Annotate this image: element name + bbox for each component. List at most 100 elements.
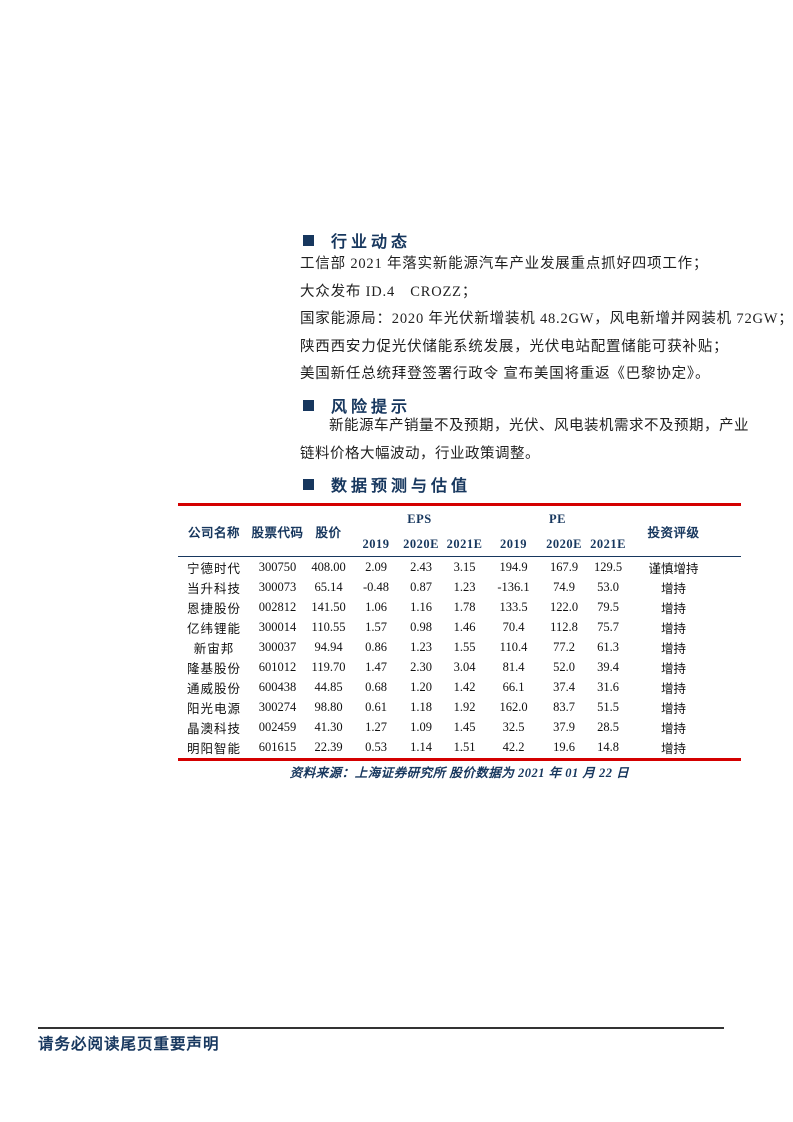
table-cell: 44.85	[314, 680, 343, 695]
table-cell: 1.92	[453, 700, 476, 715]
table-row: 宁德时代 300750 408.00 2.09 2.43 3.15 194.9 167.9 12…	[178, 557, 741, 578]
table-cell: 32.5	[502, 720, 525, 735]
table-cell: 194.9	[499, 559, 528, 574]
table-cell: 0.87	[410, 579, 432, 594]
column-header-company: 公司名称	[178, 504, 250, 557]
table-cell: 2.43	[410, 559, 432, 574]
table-cell: 600438	[258, 680, 297, 695]
table-cell: 14.8	[597, 740, 619, 755]
table-cell: -136.1	[497, 579, 530, 594]
table-cell: 1.55	[453, 639, 476, 654]
table-cell: 19.6	[553, 740, 575, 755]
table-cell: 22.39	[314, 740, 343, 755]
table-cell: 晶澳科技	[186, 722, 241, 737]
industry-news-list: 工信部 2021 年落实新能源汽车产业发展重点抓好四项工作； 大众发布 ID.4 …	[300, 251, 793, 389]
table-cell: 79.5	[597, 599, 619, 614]
column-header-rating: 投资评级	[628, 504, 742, 557]
table-cell: 增持	[661, 682, 687, 697]
table-cell: 1.14	[410, 740, 432, 755]
table-cell: 300750	[258, 559, 297, 574]
column-header-pe-2021e: 2021E	[588, 532, 629, 557]
table-cell: 恩捷股份	[186, 601, 241, 616]
table-cell: 601615	[258, 740, 297, 755]
industry-news-line: 国家能源局：2020 年光伏新增装机 48.2GW，风电新增并网装机 72GW；	[300, 311, 793, 328]
table-cell: 1.78	[453, 599, 476, 614]
table-cell: 70.4	[502, 619, 525, 634]
table-cell: 1.46	[453, 619, 476, 634]
table-cell: 0.98	[410, 619, 432, 634]
table-row: 亿纬锂能 300014 110.55 1.57 0.98 1.46 70.4 112.8 75.…	[178, 617, 741, 637]
table-cell: 002812	[258, 599, 297, 614]
section-bullet-icon	[303, 234, 314, 246]
table-cell: 75.7	[597, 619, 619, 634]
table-cell: 1.09	[410, 720, 432, 735]
table-cell: 53.0	[597, 579, 619, 594]
table-cell: 601012	[258, 660, 297, 675]
column-header-price: 股价	[305, 504, 352, 557]
section-header-risk: 风险提示	[303, 393, 411, 417]
source-note: 资料来源：上海证券研究所 股价数据为 2021 年 01 月 22 日	[289, 766, 630, 780]
table-cell: 119.70	[311, 660, 346, 675]
table-row: 明阳智能 601615 22.39 0.53 1.14 1.51 42.2 19.6 14.8 增…	[178, 738, 741, 760]
table-cell: 42.2	[502, 740, 525, 755]
table-row: 新宙邦 300037 94.94 0.86 1.23 1.55 110.4 77.2 61.3 增…	[178, 637, 741, 657]
table-cell: 1.47	[365, 660, 387, 675]
footer-disclaimer: 请务必阅读尾页重要声明	[38, 1036, 220, 1053]
table-cell: 110.55	[311, 619, 346, 634]
table-cell: 002459	[258, 720, 297, 735]
section-title-risk: 风险提示	[331, 399, 412, 416]
table-cell: 1.20	[410, 680, 432, 695]
section-bullet-icon	[303, 478, 314, 490]
table-cell: 52.0	[553, 660, 575, 675]
table-cell: 167.9	[549, 559, 579, 574]
table-cell: 0.53	[365, 740, 387, 755]
table-cell: 300073	[258, 579, 297, 594]
table-cell: 1.06	[365, 599, 387, 614]
table-cell: 隆基股份	[186, 662, 241, 677]
table-cell: 162.0	[499, 700, 528, 715]
table-cell: 0.86	[365, 639, 387, 654]
column-header-pe-2019: 2019	[487, 532, 541, 557]
table-cell: -0.48	[362, 579, 390, 594]
column-group-pe: PE	[549, 511, 567, 526]
column-header-eps-2020e: 2020E	[400, 532, 442, 557]
industry-news-line: 大众发布 ID.4 CROZZ；	[300, 283, 478, 300]
table-cell: 增持	[661, 662, 687, 677]
table-row: 当升科技 300073 65.14 -0.48 0.87 1.23 -136.1 74.9 53…	[178, 577, 741, 597]
risk-paragraph: 新能源车产销量不及预期，光伏、风电装机需求不及预期，产业链料价格大幅波动，行业政…	[300, 418, 749, 462]
table-cell: 41.30	[314, 720, 343, 735]
table-cell: 2.30	[410, 660, 432, 675]
valuation-table-body: 宁德时代 300750 408.00 2.09 2.43 3.15 194.9 167.9 12…	[178, 557, 741, 760]
table-cell: 1.27	[365, 720, 387, 735]
table-cell: 31.6	[597, 680, 619, 695]
table-cell: 28.5	[597, 720, 619, 735]
table-cell: 122.0	[549, 599, 579, 614]
table-cell: 亿纬锂能	[186, 621, 241, 636]
table-cell: 增持	[661, 621, 687, 636]
table-cell: 81.4	[502, 660, 525, 675]
table-cell: 增持	[661, 702, 687, 717]
table-cell: 增持	[661, 601, 687, 616]
table-cell: 51.5	[597, 700, 619, 715]
table-cell: 39.4	[597, 660, 619, 675]
table-cell: 1.42	[453, 680, 476, 695]
table-cell: 37.9	[553, 720, 575, 735]
section-bullet-icon	[303, 399, 314, 411]
table-cell: 1.23	[410, 639, 432, 654]
table-cell: 110.4	[499, 639, 528, 654]
table-cell: 谨慎增持	[648, 561, 699, 576]
table-cell: 0.61	[365, 700, 387, 715]
column-header-pe-2020e: 2020E	[540, 532, 589, 557]
table-cell: 61.3	[597, 639, 619, 654]
table-cell: 明阳智能	[186, 742, 241, 757]
column-header-eps-2021e: 2021E	[442, 532, 488, 557]
table-cell: 增持	[661, 742, 687, 757]
table-cell: 37.4	[553, 680, 575, 695]
table-row: 通威股份 600438 44.85 0.68 1.20 1.42 66.1 37.4 31.6 增…	[178, 678, 741, 698]
table-cell: 112.8	[550, 619, 578, 634]
table-cell: 300037	[258, 639, 297, 654]
footer-divider	[38, 1027, 724, 1029]
industry-news-line: 美国新任总统拜登签署行政令 宣布美国将重返《巴黎协定》。	[300, 366, 711, 383]
table-cell: 1.45	[453, 720, 476, 735]
table-cell: 2.09	[365, 559, 387, 574]
